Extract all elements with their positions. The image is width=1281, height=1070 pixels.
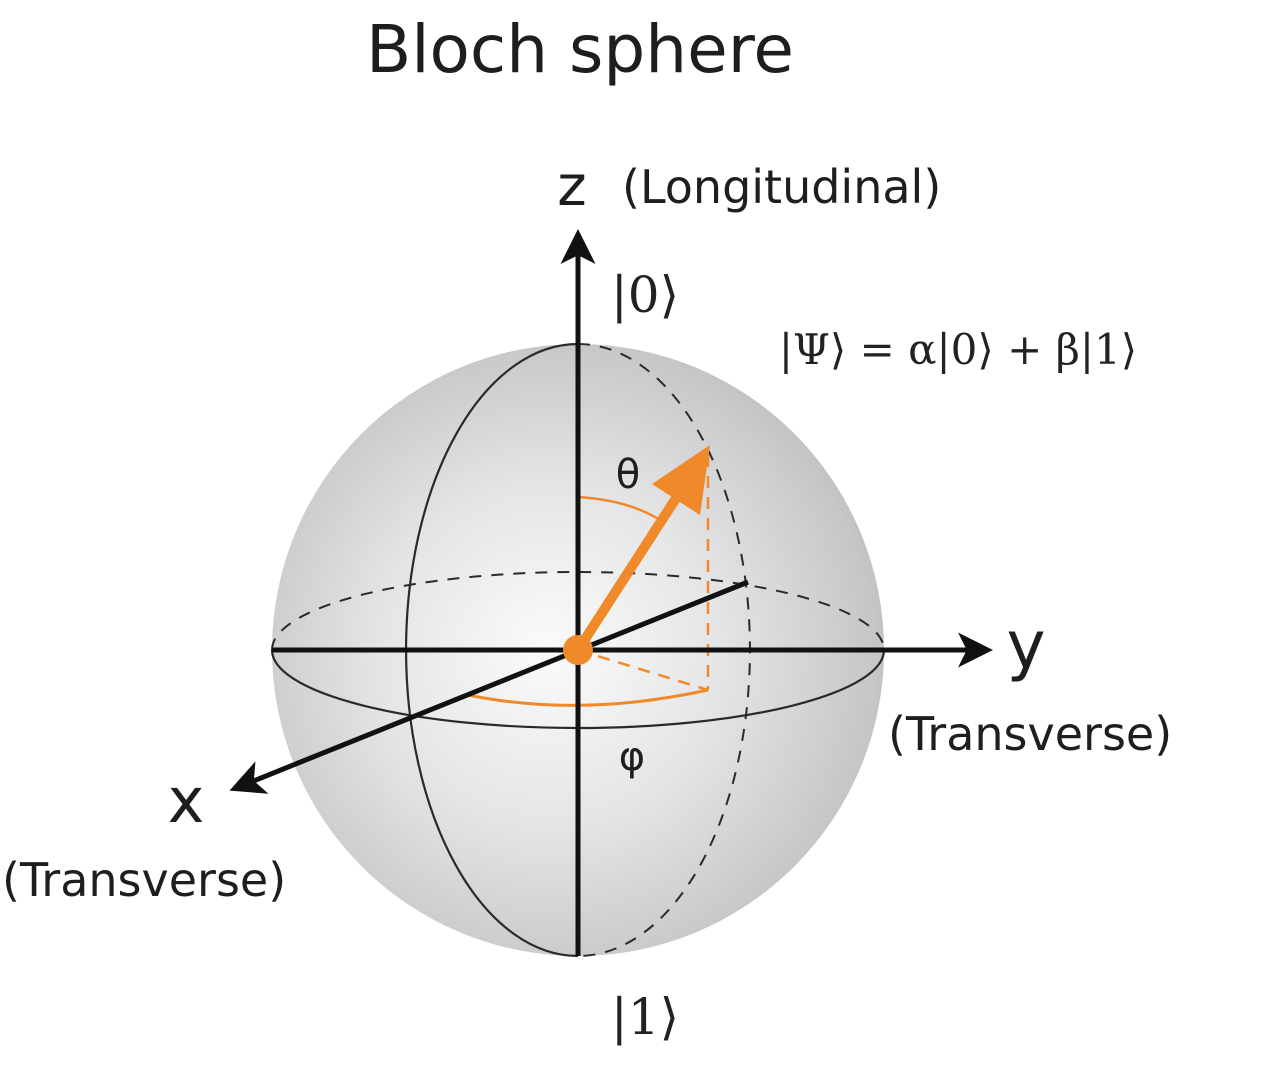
state-vector-arrowhead [652, 445, 710, 515]
phi-label: φ [619, 734, 645, 780]
equator-back-dashed [271, 571, 885, 651]
state-vector-shaft [573, 487, 685, 655]
azimuth-projection-dashed [577, 648, 709, 692]
x-axis-letter: x [168, 764, 205, 837]
z-axis-caption: (Longitudinal) [622, 160, 941, 214]
theta-label: θ [616, 452, 640, 498]
y-axis-letter: y [1006, 607, 1045, 684]
y-axis-caption: (Transverse) [888, 707, 1172, 761]
diagram-title: Bloch sphere [366, 11, 794, 88]
theta-arc [577, 495, 661, 522]
ket-zero-label: |0⟩ [611, 266, 679, 324]
ket-one-label: |1⟩ [611, 988, 679, 1046]
z-axis-letter: z [557, 154, 586, 219]
phi-arc [467, 688, 709, 707]
state-equation: |Ψ⟩ = α|0⟩ + β|1⟩ [779, 325, 1137, 374]
x-axis [229, 579, 749, 794]
x-axis-caption: (Transverse) [2, 853, 286, 907]
origin-dot [563, 635, 593, 665]
